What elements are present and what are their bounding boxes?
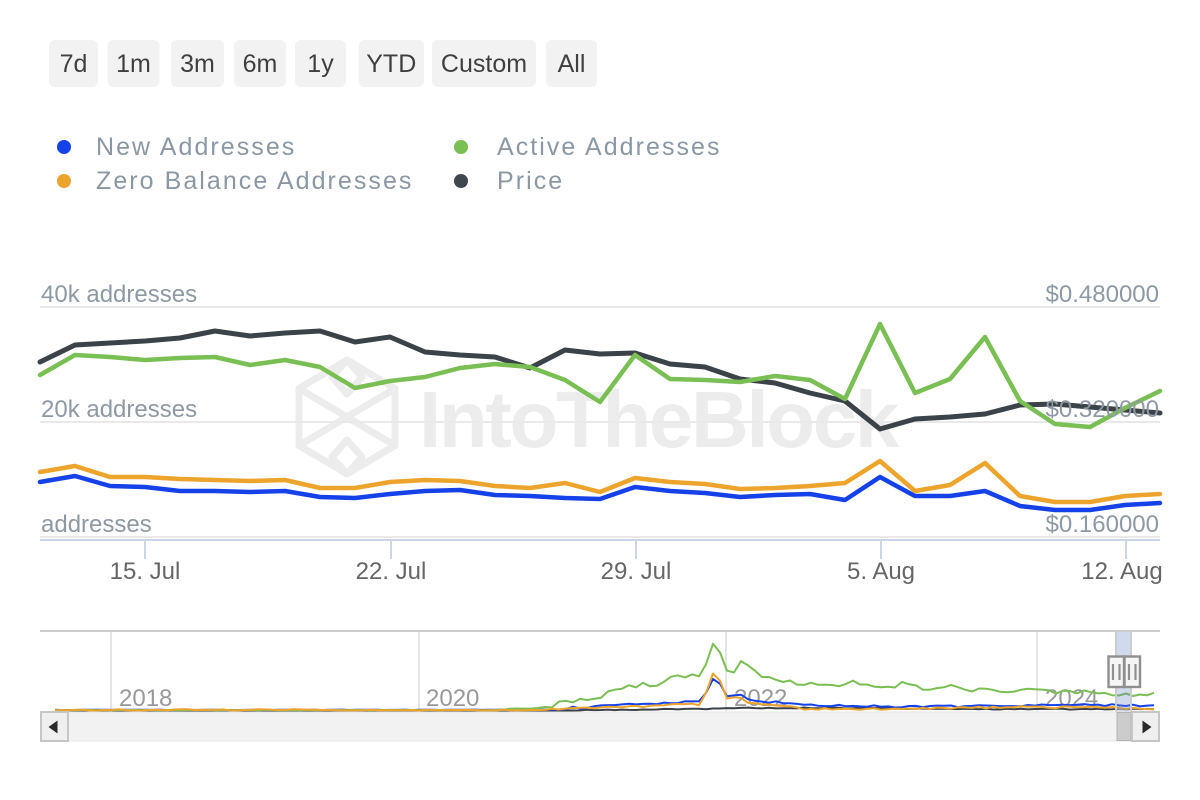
- svg-text:22. Jul: 22. Jul: [356, 558, 427, 585]
- svg-text:20k addresses: 20k addresses: [41, 396, 197, 423]
- svg-text:3m: 3m: [180, 50, 215, 78]
- svg-text:New Addresses: New Addresses: [96, 133, 296, 161]
- svg-text:15. Jul: 15. Jul: [110, 558, 181, 585]
- svg-text:addresses: addresses: [41, 511, 152, 538]
- svg-text:Zero Balance Addresses: Zero Balance Addresses: [96, 167, 413, 195]
- svg-text:Custom: Custom: [441, 50, 527, 78]
- svg-text:Active Addresses: Active Addresses: [497, 133, 722, 161]
- svg-text:7d: 7d: [60, 50, 88, 78]
- svg-text:5. Aug: 5. Aug: [847, 558, 915, 585]
- svg-text:2020: 2020: [426, 685, 479, 712]
- svg-text:40k addresses: 40k addresses: [41, 281, 197, 308]
- svg-text:29. Jul: 29. Jul: [601, 558, 672, 585]
- svg-text:2018: 2018: [119, 685, 172, 712]
- svg-text:YTD: YTD: [366, 50, 416, 78]
- svg-text:1y: 1y: [307, 50, 334, 78]
- svg-text:All: All: [558, 50, 586, 78]
- svg-text:$0.320000: $0.320000: [1046, 396, 1159, 423]
- svg-text:12. Aug: 12. Aug: [1081, 558, 1162, 585]
- svg-text:6m: 6m: [243, 50, 278, 78]
- svg-text:$0.480000: $0.480000: [1046, 281, 1159, 308]
- svg-text:$0.160000: $0.160000: [1046, 511, 1159, 538]
- svg-text:1m: 1m: [116, 50, 151, 78]
- svg-text:IntoTheBlock: IntoTheBlock: [419, 375, 900, 464]
- svg-text:Price: Price: [497, 167, 564, 195]
